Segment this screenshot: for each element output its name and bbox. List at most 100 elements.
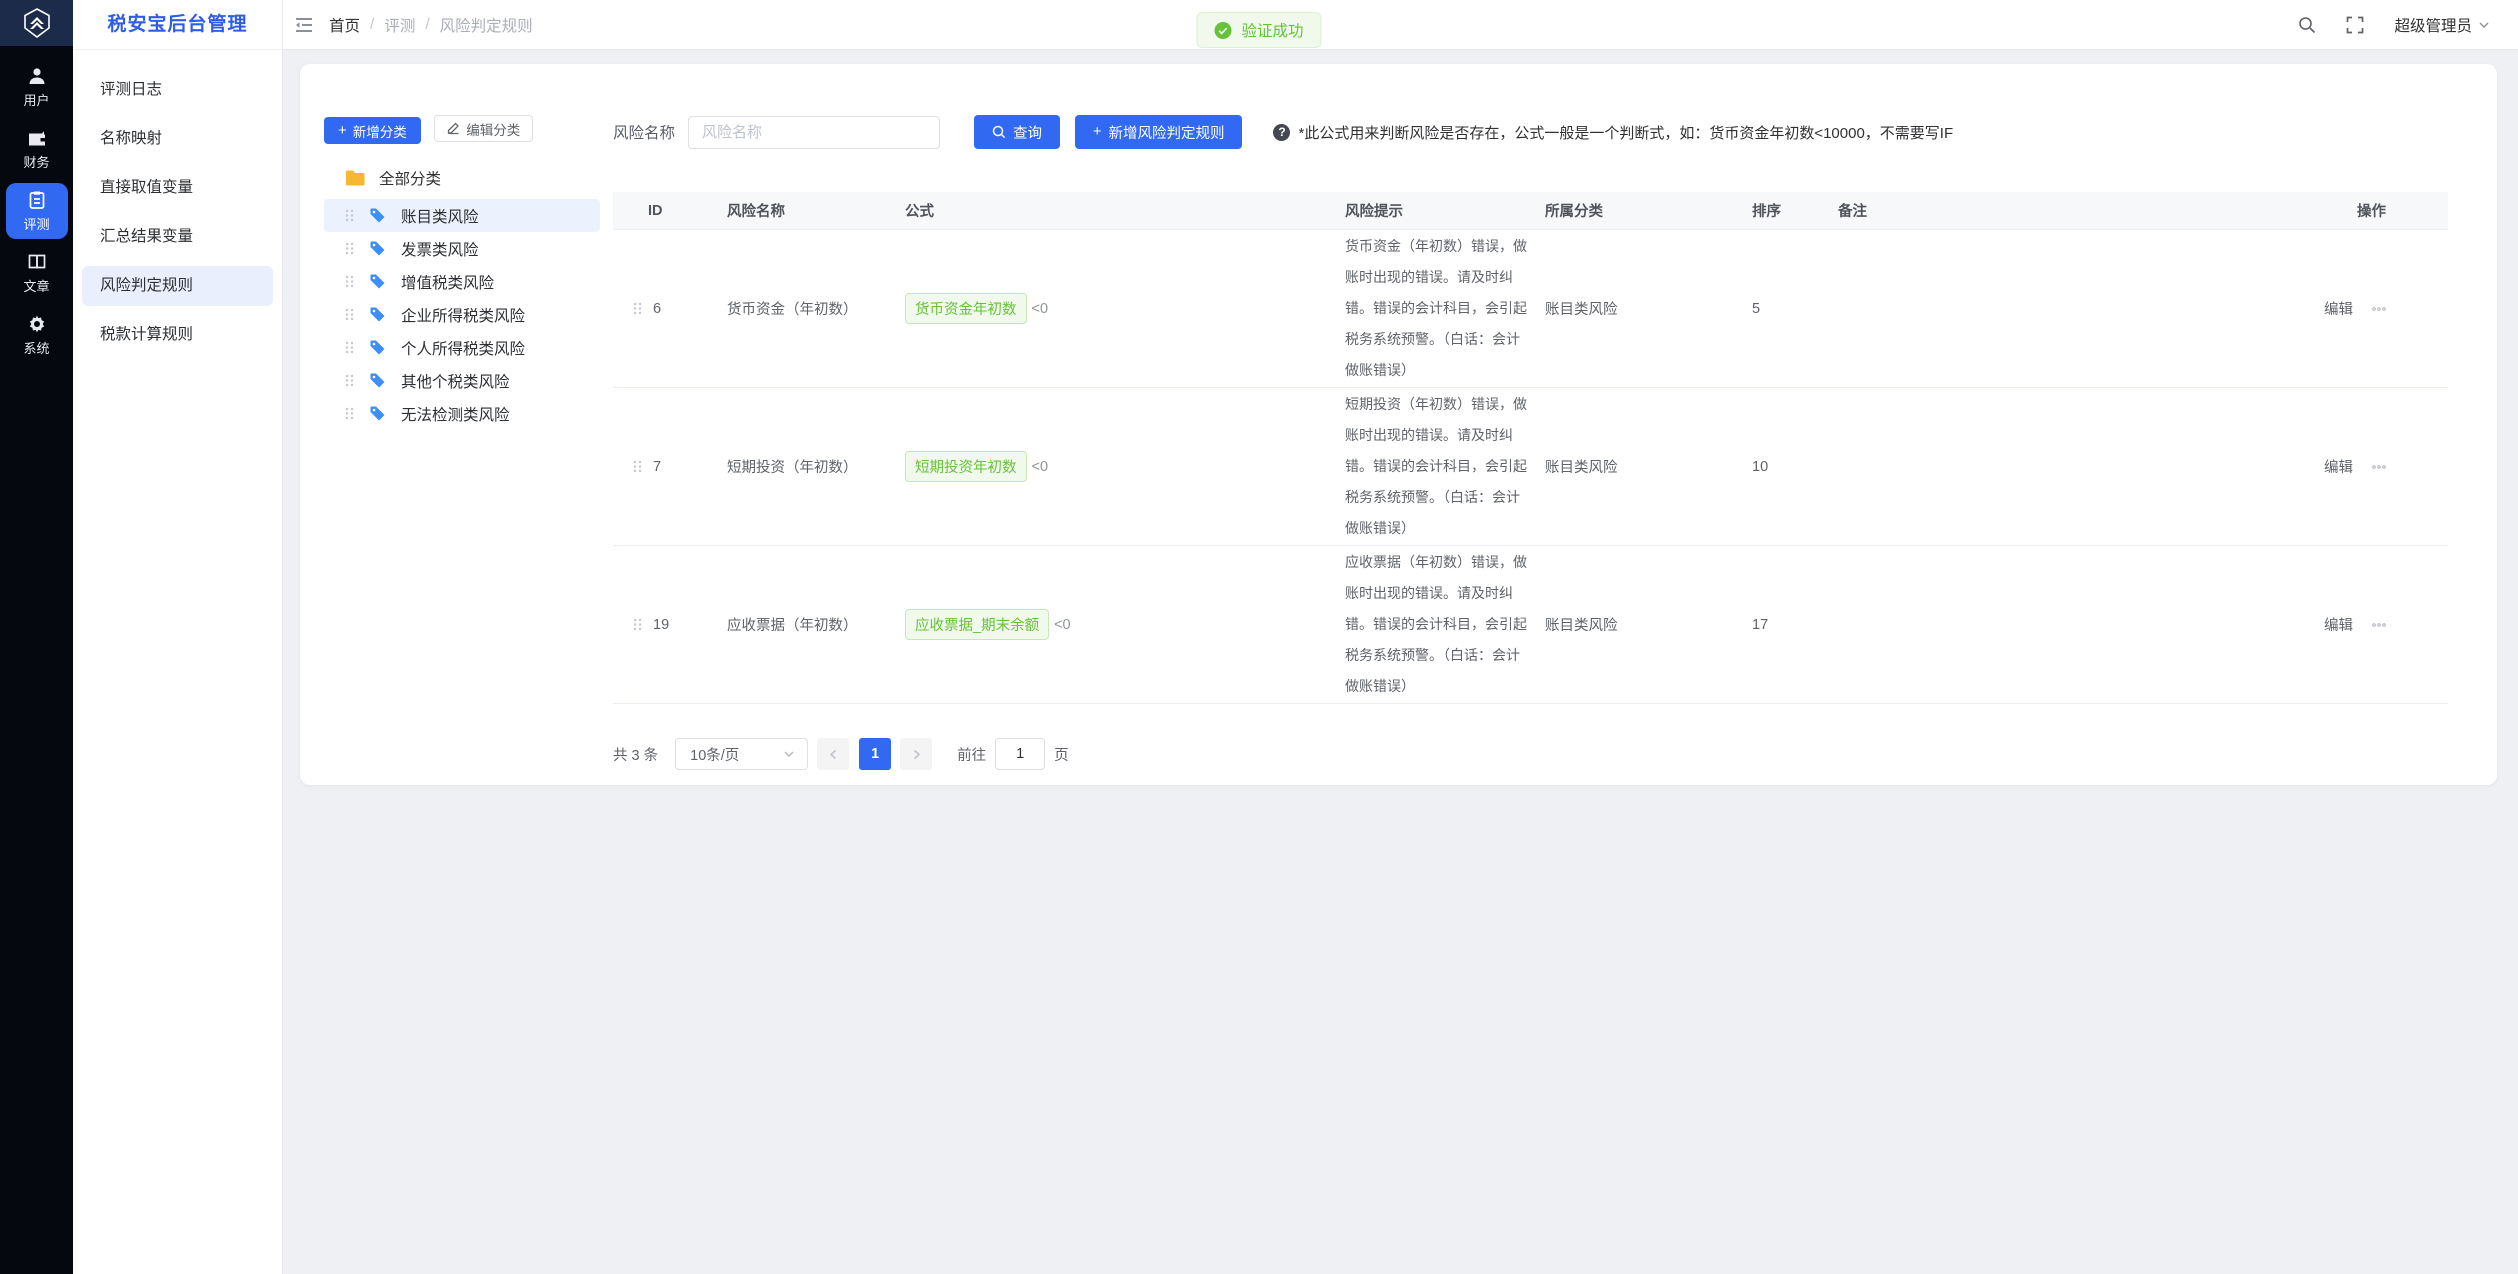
category-item-personal-tax[interactable]: 个人所得税类风险 — [324, 331, 600, 364]
rail-item-label: 财务 — [23, 155, 50, 170]
drag-handle-icon[interactable] — [633, 302, 642, 315]
search-icon[interactable] — [2298, 16, 2316, 34]
edit-button[interactable]: 编辑 — [2324, 460, 2353, 476]
page-1-button[interactable]: 1 — [859, 738, 892, 770]
rail-nav: 用户 财务 评测 文章 系统 — [5, 59, 68, 369]
next-page-button[interactable] — [900, 738, 933, 770]
header-formula: 公式 — [905, 204, 934, 220]
category-item-vat[interactable]: 增值税类风险 — [324, 265, 600, 298]
more-actions-icon[interactable] — [2372, 306, 2386, 311]
prev-page-button[interactable] — [817, 738, 850, 770]
category-label: 发票类风险 — [401, 241, 479, 259]
toast-text: 验证成功 — [1241, 23, 1304, 40]
table-row: 6 货币资金（年初数） 货币资金年初数 <0 货币资金（年初数）错误，做账时出现… — [613, 230, 2448, 388]
search-button[interactable]: 查询 — [974, 115, 1061, 149]
breadcrumb-home[interactable]: 首页 — [329, 17, 361, 35]
plus-icon: + — [1093, 124, 1102, 140]
table-row: 7 短期投资（年初数） 短期投资年初数 <0 短期投资（年初数）错误，做账时出现… — [613, 388, 2448, 546]
category-item-invoice[interactable]: 发票类风险 — [324, 232, 600, 265]
category-root[interactable]: 全部分类 — [324, 167, 600, 189]
tag-icon — [370, 241, 385, 256]
clipboard-icon — [29, 191, 44, 209]
row-formula: 短期投资年初数 <0 — [891, 451, 1331, 482]
toast-success: 验证成功 — [1196, 12, 1322, 48]
rail-item-system[interactable]: 系统 — [6, 307, 68, 363]
rail-item-evaluation[interactable]: 评测 — [5, 183, 68, 239]
user-menu[interactable]: 超级管理员 — [2394, 14, 2490, 36]
rail-item-articles[interactable]: 文章 — [6, 245, 68, 301]
category-item-corporate-tax[interactable]: 企业所得税类风险 — [324, 298, 600, 331]
risk-name-input[interactable] — [688, 115, 941, 149]
edit-button[interactable]: 编辑 — [2324, 302, 2353, 318]
add-category-button[interactable]: + 新增分类 — [324, 117, 421, 144]
rail-item-label: 评测 — [23, 217, 50, 232]
row-id: 6 — [653, 300, 662, 317]
rules-table: ID 风险名称 公式 风险提示 所属分类 排序 备注 操作 — [613, 192, 2448, 704]
user-icon — [29, 68, 44, 84]
rail-item-users[interactable]: 用户 — [6, 59, 68, 115]
drag-handle-icon[interactable] — [345, 308, 354, 321]
drag-handle-icon[interactable] — [345, 242, 354, 255]
formula-operator: <0 — [1031, 300, 1049, 317]
sidebar-item-eval-log[interactable]: 评测日志 — [100, 81, 163, 98]
category-label: 增值税类风险 — [401, 274, 495, 292]
more-actions-icon[interactable] — [2372, 622, 2386, 627]
rail-item-label: 用户 — [23, 93, 50, 108]
drag-handle-icon[interactable] — [633, 618, 642, 631]
edit-pencil-icon — [448, 122, 460, 135]
row-sort: 5 — [1752, 300, 1761, 317]
formula-operator: <0 — [1031, 458, 1049, 475]
pagination-total: 共 3 条 — [613, 747, 659, 764]
category-root-label: 全部分类 — [379, 171, 442, 188]
drag-handle-icon[interactable] — [345, 341, 354, 354]
drag-handle-icon[interactable] — [345, 209, 354, 222]
category-item-undetectable[interactable]: 无法检测类风险 — [324, 397, 600, 430]
chevron-left-icon — [829, 749, 836, 759]
formula-tip: ? *此公式用来判断风险是否存在，公式一般是一个判断式，如：货币资金年初数<10… — [1273, 122, 1953, 143]
icon-rail: 用户 财务 评测 文章 系统 — [0, 0, 73, 1274]
row-risk-name: 应收票据（年初数） — [727, 618, 858, 634]
content-area: + 新增分类 编辑分类 全部分类 — [283, 50, 2518, 1274]
tag-icon — [370, 274, 385, 289]
header-sort: 排序 — [1752, 204, 1781, 220]
sidebar-item-name-mapping[interactable]: 名称映射 — [100, 130, 163, 147]
row-category: 账目类风险 — [1545, 460, 1618, 476]
formula-variable-tag: 应收票据_期末余额 — [905, 609, 1050, 640]
tag-icon — [370, 340, 385, 355]
formula-operator: <0 — [1054, 616, 1071, 633]
formula-tip-text: *此公式用来判断风险是否存在，公式一般是一个判断式，如：货币资金年初数<1000… — [1298, 124, 1954, 142]
search-icon — [992, 125, 1006, 139]
edit-category-button[interactable]: 编辑分类 — [434, 115, 534, 142]
breadcrumb-separator: / — [425, 15, 430, 33]
sidebar-item-summary-variables[interactable]: 汇总结果变量 — [100, 228, 194, 245]
table-header: ID 风险名称 公式 风险提示 所属分类 排序 备注 操作 — [613, 192, 2448, 230]
category-tree: 账目类风险 发票类风险 增值税类风险 — [324, 199, 600, 430]
drag-handle-icon[interactable] — [633, 460, 642, 473]
collapse-sidebar-icon[interactable] — [293, 14, 315, 36]
sidebar-item-risk-rules[interactable]: 风险判定规则 — [82, 266, 273, 306]
page-size-select[interactable]: 10条/页 — [675, 738, 809, 770]
edit-button[interactable]: 编辑 — [2324, 618, 2353, 634]
rail-item-finance[interactable]: 财务 — [6, 121, 68, 177]
more-actions-icon[interactable] — [2372, 464, 2386, 469]
row-formula: 货币资金年初数 <0 — [891, 293, 1331, 324]
fullscreen-icon[interactable] — [2346, 16, 2364, 34]
drag-handle-icon[interactable] — [345, 407, 354, 420]
add-rule-button[interactable]: + 新增风险判定规则 — [1075, 115, 1243, 149]
sidebar-menu: 评测日志 名称映射 直接取值变量 汇总结果变量 风险判定规则 税款计算规则 — [73, 50, 282, 364]
header-risk-name: 风险名称 — [727, 204, 785, 220]
category-item-other-tax[interactable]: 其他个税类风险 — [324, 364, 600, 397]
drag-handle-icon[interactable] — [345, 374, 354, 387]
sidebar-item-tax-calc-rules[interactable]: 税款计算规则 — [100, 326, 194, 343]
chevron-right-icon — [913, 749, 920, 759]
drag-handle-icon[interactable] — [345, 275, 354, 288]
header-risk-tip: 风险提示 — [1345, 204, 1403, 220]
sidebar-item-direct-variables[interactable]: 直接取值变量 — [100, 179, 194, 196]
breadcrumb: 首页 / 评测 / 风险判定规则 — [329, 14, 533, 36]
header-actions: 操作 — [2357, 204, 2386, 220]
goto-page-input[interactable] — [995, 738, 1046, 770]
row-category: 账目类风险 — [1545, 618, 1618, 634]
category-item-account[interactable]: 账目类风险 — [324, 199, 600, 232]
app-title: 税安宝后台管理 — [73, 0, 282, 50]
